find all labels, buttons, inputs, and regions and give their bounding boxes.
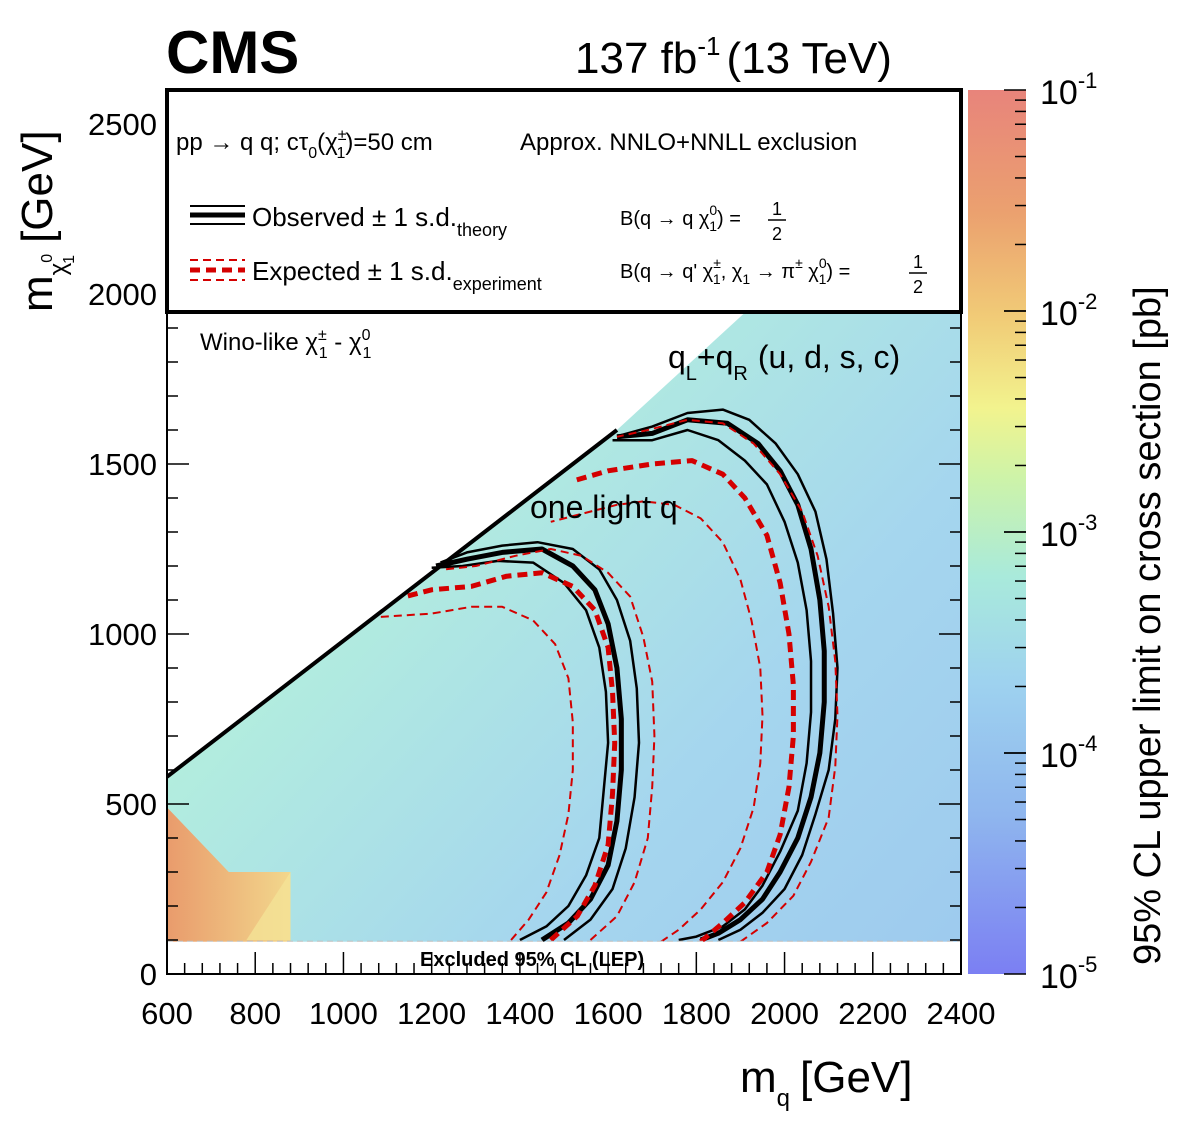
lumi-label: 137 fb-1 (13 TeV) bbox=[575, 31, 892, 83]
x-tick-label: 2000 bbox=[750, 996, 819, 1031]
legend-expected-text: Expected ± 1 s.d.experiment bbox=[252, 256, 542, 294]
y-tick-label: 2500 bbox=[88, 107, 157, 142]
legend-observed-text: Observed ± 1 s.d.theory bbox=[252, 202, 507, 240]
colorbar-ticks: 10-1 10-2 10-3 10-4 10-5 bbox=[1004, 68, 1097, 996]
z-tick-label: 10-2 bbox=[1040, 289, 1097, 333]
x-tick-label: 1200 bbox=[397, 996, 466, 1031]
x-tick-label: 2200 bbox=[838, 996, 907, 1031]
legend-br2-den: 2 bbox=[913, 277, 923, 297]
heatmap-low-mass-2 bbox=[246, 872, 291, 940]
contour-observed-band-7 bbox=[440, 540, 641, 941]
contour-expected-central-9 bbox=[404, 570, 618, 942]
x-tick-label: 2400 bbox=[927, 996, 996, 1031]
contour-observed-band-8 bbox=[431, 559, 610, 942]
x-tick-label: 600 bbox=[141, 996, 193, 1031]
z-tick-label: 10-5 bbox=[1040, 952, 1097, 996]
y-axis-label: mχ0 1[GeV] bbox=[13, 130, 78, 312]
contour-observed-band-2 bbox=[612, 428, 813, 942]
x-tick-label: 800 bbox=[229, 996, 281, 1031]
y-tick-label: 1000 bbox=[88, 617, 157, 652]
y-tick-label: 500 bbox=[105, 787, 157, 822]
legend-box bbox=[165, 88, 963, 314]
kinematic-diagonal bbox=[167, 428, 619, 779]
legend-br1-den: 2 bbox=[772, 224, 782, 244]
legend-br2: B(q → q' χ± 1, χ1 → π± χ0 1) = bbox=[620, 255, 850, 287]
z-axis-label: 95% CL upper limit on cross section [pb] bbox=[1127, 286, 1169, 965]
x-tick-label: 1800 bbox=[662, 996, 731, 1031]
y-tick-label: 0 bbox=[140, 957, 157, 992]
legend-br2-num: 1 bbox=[913, 252, 923, 272]
contour-observed-central-0 bbox=[616, 417, 827, 943]
exclusion-contours bbox=[378, 408, 839, 944]
one-light-annotation: one light q bbox=[530, 489, 678, 525]
contour-expected-band-10 bbox=[444, 548, 656, 941]
squark-lr-annotation: qL+qR (u, d, s, c) bbox=[668, 339, 900, 385]
contour-expected-band-5 bbox=[550, 500, 764, 943]
y-tick-label: 2000 bbox=[88, 277, 157, 312]
x-tick-label: 1600 bbox=[574, 996, 643, 1031]
contour-expected-central-3 bbox=[572, 458, 796, 944]
lep-label: Excluded 95% CL (LEP) bbox=[420, 949, 644, 971]
x-axis-label: mq [GeV] bbox=[740, 1053, 913, 1112]
contour-expected-band-4 bbox=[616, 418, 839, 943]
cms-label: CMS bbox=[166, 19, 299, 86]
z-tick-label: 10-1 bbox=[1040, 68, 1097, 112]
x-tick-label: 1400 bbox=[485, 996, 554, 1031]
legend-process: pp → q q; cτ0(χ± 1)=50 cm bbox=[176, 127, 433, 162]
x-tick-label: 1000 bbox=[309, 996, 378, 1031]
legend-br1-num: 1 bbox=[772, 199, 782, 219]
legend-exclusion-text: Approx. NNLO+NNLL exclusion bbox=[520, 129, 857, 156]
y-axis-ticks: 0 500 1000 1500 2000 2500 bbox=[88, 89, 961, 992]
legend-br1: B(q → q χ0 1) = bbox=[620, 202, 741, 234]
wino-annotation: Wino-like χ± 1 - χ0 1 bbox=[200, 327, 371, 362]
y-tick-label: 1500 bbox=[88, 447, 157, 482]
lep-excluded-band bbox=[167, 941, 961, 974]
z-tick-label: 10-4 bbox=[1040, 731, 1097, 775]
contour-observed-band-1 bbox=[621, 408, 839, 942]
x-axis-ticks: 600 800 1000 1200 1400 1600 1800 2000 2200 2400 bbox=[141, 952, 995, 1031]
contour-expected-band-11 bbox=[378, 605, 574, 941]
z-tick-label: 10-3 bbox=[1040, 510, 1097, 554]
